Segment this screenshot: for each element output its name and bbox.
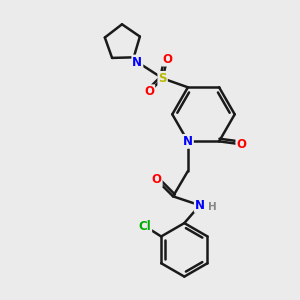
- Text: H: H: [208, 202, 217, 212]
- Text: N: N: [195, 199, 205, 212]
- Text: N: N: [132, 56, 142, 68]
- Text: N: N: [183, 135, 193, 148]
- Text: Cl: Cl: [138, 220, 151, 232]
- Text: O: O: [236, 138, 246, 151]
- Text: S: S: [158, 72, 167, 85]
- Text: O: O: [162, 52, 172, 66]
- Text: O: O: [144, 85, 154, 98]
- Text: O: O: [152, 173, 162, 187]
